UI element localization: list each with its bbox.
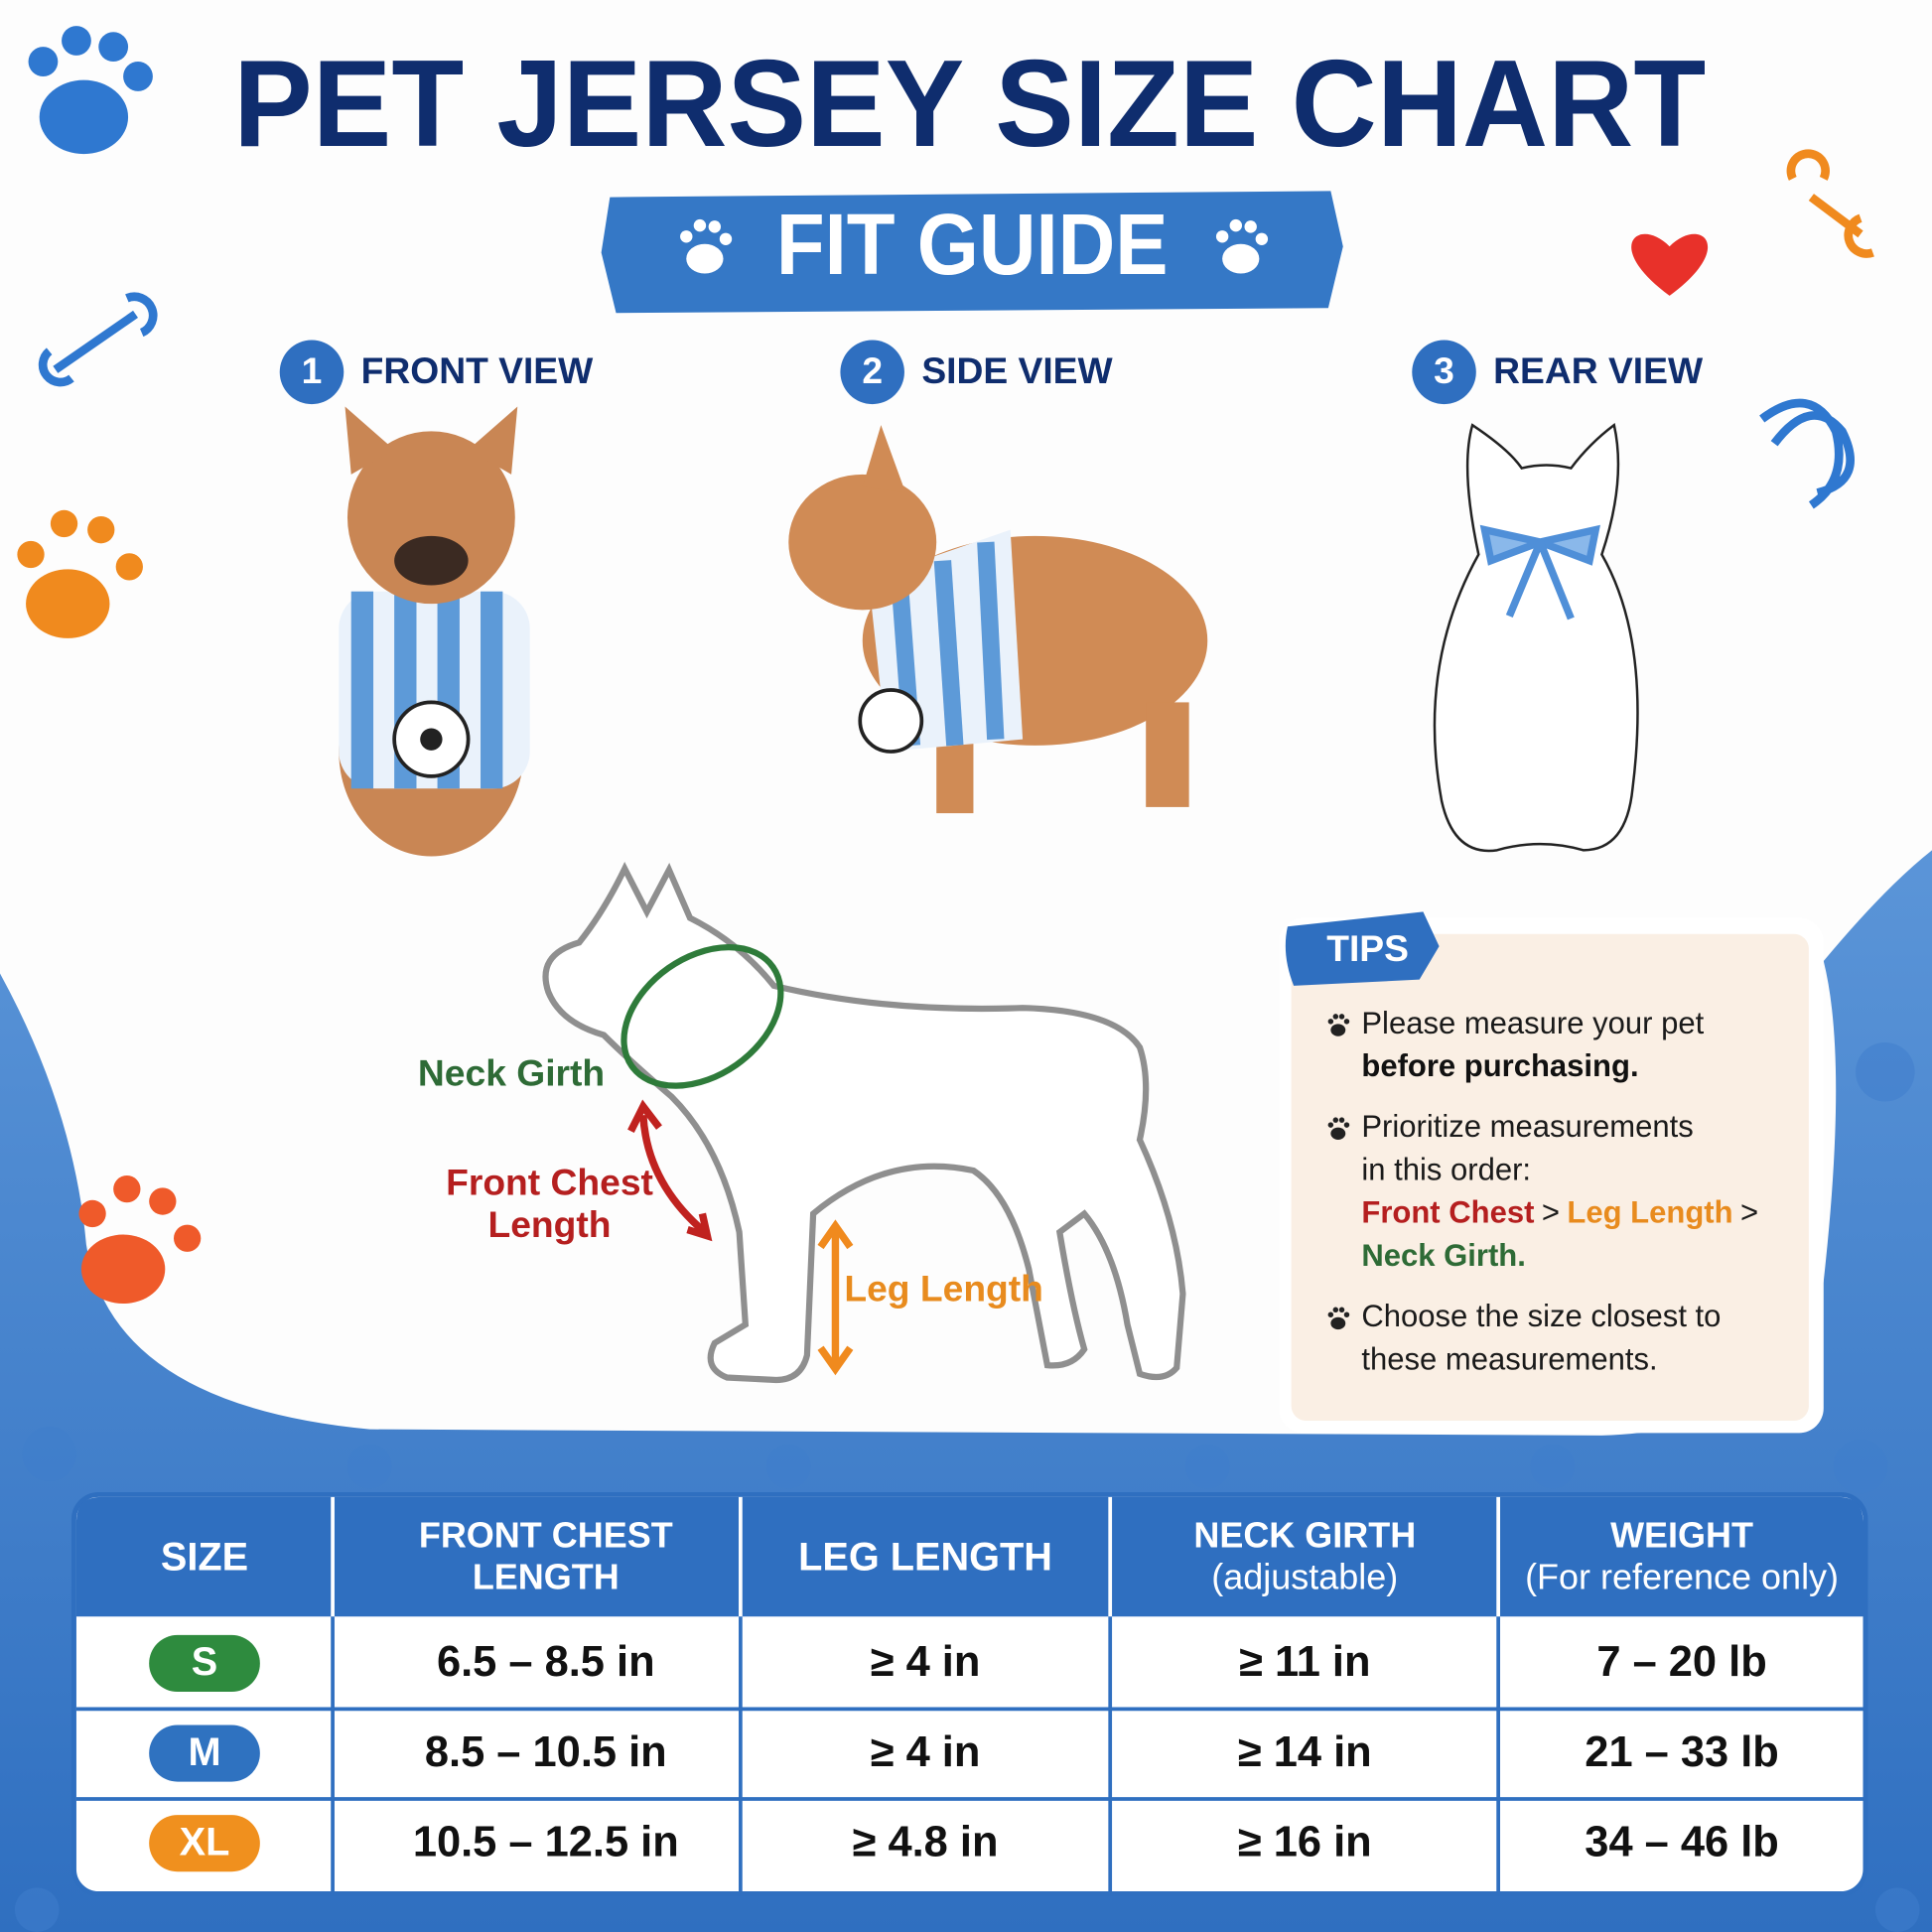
paw-toe	[1332, 1014, 1339, 1020]
paw-toe	[1343, 1311, 1350, 1317]
tips-tag	[1285, 911, 1440, 986]
paw-toe	[1338, 1117, 1345, 1123]
table-cell: 34 – 46 lb	[1585, 1818, 1779, 1865]
paw-pad	[1330, 1127, 1346, 1140]
paw-toe	[1343, 1122, 1350, 1128]
tip-order-item: >	[1542, 1195, 1560, 1230]
tip-bold: before purchasing.	[1361, 1048, 1638, 1083]
paw-toe	[1332, 1307, 1339, 1312]
paw-pad	[1330, 1316, 1346, 1330]
bone-icon	[38, 292, 158, 387]
table-cell: 6.5 – 8.5 in	[437, 1638, 655, 1686]
tip-text: Prioritize measurements	[1361, 1109, 1693, 1144]
tip-text: Choose the size closest to	[1361, 1299, 1721, 1333]
paw-toe	[1338, 1307, 1345, 1312]
tips-list: Please measure your pet before purchasing…	[1327, 1006, 1758, 1377]
paw-pad	[1330, 1024, 1346, 1036]
tip-order-line: Front Chest > Leg Length >	[1361, 1195, 1758, 1230]
table-cell: ≥ 14 in	[1238, 1728, 1372, 1776]
table-header-lines	[331, 1496, 1501, 1617]
view-label: SIDE VIEW	[921, 349, 1113, 391]
paw-toe	[1343, 1019, 1350, 1025]
view-badge	[1412, 340, 1476, 405]
paw-toe	[1327, 1019, 1334, 1025]
table-header: (For reference only)	[1525, 1557, 1839, 1597]
paw-pattern	[14, 1041, 1920, 1932]
table-cell: 8.5 – 10.5 in	[425, 1728, 667, 1776]
tip-order-item: >	[1740, 1195, 1758, 1230]
banner	[601, 191, 1343, 314]
view-badge	[840, 340, 904, 405]
view-label: REAR VIEW	[1493, 349, 1704, 391]
tip-text: Please measure your pet	[1361, 1006, 1704, 1040]
paw-icon	[17, 509, 143, 638]
tips-panel	[1291, 933, 1809, 1421]
views: 1 FRONT VIEW 2 SIDE VIEW 3 REAR VIEW	[279, 340, 1704, 405]
view-number: 2	[862, 349, 883, 391]
neck-girth-ring	[621, 944, 784, 1089]
title: PET JERSEY SIZE CHART	[233, 36, 1706, 173]
view-number: 1	[302, 349, 323, 391]
size-pill	[149, 1815, 260, 1872]
size-label: XL	[180, 1820, 230, 1863]
paw-toe	[1332, 1117, 1339, 1123]
paw-bullet	[1327, 1117, 1350, 1140]
chest-arrowheads	[627, 1099, 713, 1242]
size-pill	[149, 1725, 260, 1782]
table-cell: 7 – 20 lb	[1596, 1638, 1766, 1686]
size-label: M	[188, 1730, 220, 1774]
leg-length-label: Leg Length	[844, 1267, 1043, 1309]
table-cell: ≥ 16 in	[1238, 1818, 1372, 1865]
size-label: S	[192, 1640, 217, 1684]
table-header: NECK GIRTH	[1193, 1514, 1416, 1555]
swirl-icon	[1759, 398, 1855, 509]
paw-bullet	[1327, 1014, 1350, 1036]
size-pill	[149, 1634, 260, 1692]
table-header: LENGTH	[473, 1557, 620, 1597]
paw-icon	[78, 1174, 202, 1305]
tip-order-item: Neck Girth.	[1361, 1238, 1525, 1273]
tip-text: these measurements.	[1361, 1342, 1657, 1377]
tip-order-item: Leg Length	[1567, 1195, 1732, 1230]
view-number: 3	[1434, 349, 1454, 391]
table-cell: 21 – 33 lb	[1585, 1728, 1779, 1776]
neck-girth-label: Neck Girth	[418, 1051, 605, 1093]
table-header: SIZE	[161, 1536, 248, 1580]
tips-title: TIPS	[1326, 927, 1409, 969]
side-view-dog	[788, 425, 1208, 814]
table-header: FRONT CHEST	[419, 1514, 673, 1555]
front-chest-label: Length	[487, 1203, 611, 1245]
paw-icon	[28, 26, 153, 155]
table-cell: ≥ 4 in	[871, 1728, 981, 1776]
tip-text: in this order:	[1361, 1152, 1531, 1186]
table-cell: 10.5 – 12.5 in	[413, 1818, 679, 1865]
table-cell: ≥ 4.8 in	[853, 1818, 999, 1865]
paw-toe	[1327, 1122, 1334, 1128]
front-view-dog	[339, 406, 530, 857]
table-header-bg	[75, 1496, 1863, 1617]
table-header: LEG LENGTH	[798, 1536, 1052, 1580]
table-header: WEIGHT	[1610, 1514, 1753, 1555]
paw-toe	[1327, 1311, 1334, 1317]
table-cell: ≥ 4 in	[871, 1638, 981, 1686]
table-cell: ≥ 11 in	[1239, 1638, 1370, 1686]
tip-order-line: Neck Girth.	[1361, 1238, 1525, 1273]
bow	[1479, 524, 1600, 621]
paw-icon	[680, 218, 1269, 274]
view-label: FRONT VIEW	[361, 349, 595, 391]
chest-arrow	[639, 1114, 708, 1235]
tip-order-item: Front Chest	[1361, 1195, 1534, 1230]
front-chest-label: Front Chest	[446, 1162, 653, 1203]
heart-icon	[1631, 233, 1709, 296]
paw-toe	[1338, 1014, 1345, 1020]
paw-bullet	[1327, 1307, 1350, 1330]
bone-icon	[1786, 149, 1874, 258]
table-header: (adjustable)	[1211, 1557, 1398, 1597]
leg-arrowheads	[817, 1219, 854, 1376]
view-badge	[279, 340, 345, 405]
subtitle: FIT GUIDE	[776, 197, 1169, 293]
